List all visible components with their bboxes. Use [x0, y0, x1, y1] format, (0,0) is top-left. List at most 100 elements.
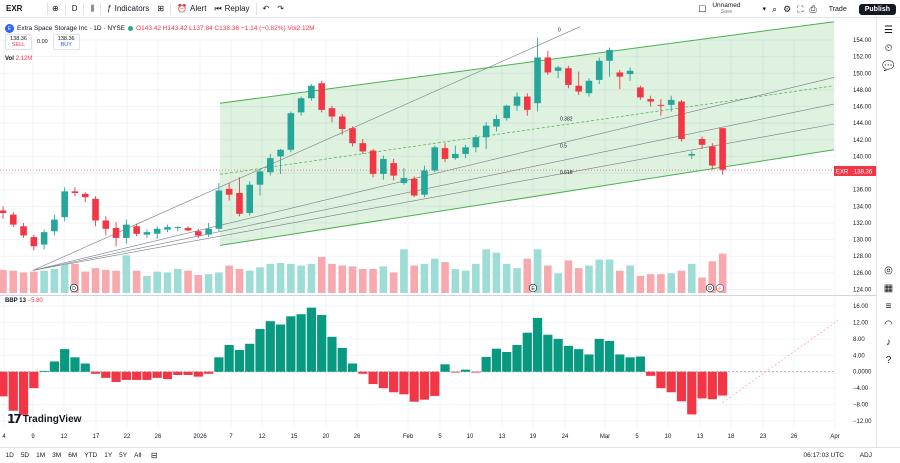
time-axis-label: 24 [562, 434, 569, 440]
volume-bar [71, 263, 79, 293]
replay-button[interactable]: ⏮ Replay [210, 0, 253, 18]
layout-checkbox-icon[interactable]: ☐ [698, 3, 707, 14]
broadcast-icon[interactable]: ◠ [884, 318, 893, 330]
fib-fan-line[interactable] [32, 103, 835, 271]
candle-body [184, 227, 192, 231]
bbp-bar [522, 332, 532, 372]
price-axis-label: 142.00 [853, 138, 872, 144]
candle-body [215, 190, 223, 229]
volume-bar [554, 273, 562, 293]
settings-gear-icon[interactable]: ⚙ [783, 3, 792, 14]
candle-body [246, 184, 254, 213]
volume-bar [225, 265, 233, 293]
layout-name[interactable]: Unnamed Save [712, 2, 740, 16]
price-axis-label: 150.00 [853, 71, 872, 77]
bbp-bar [8, 371, 18, 411]
range-button-5y[interactable]: 5Y [119, 452, 128, 459]
time-axis-label: 12 [259, 434, 266, 440]
symbol-title[interactable]: Extra Space Storage Inc · 1D · NYSE [17, 25, 126, 32]
alarm-icon: ⏰ [177, 4, 187, 13]
date-range-icon[interactable]: ⊟ [150, 451, 158, 460]
volume-bar [348, 266, 357, 293]
templates-button[interactable]: ⊞ [153, 0, 168, 18]
buy-price: 138.36 [57, 36, 75, 42]
range-button-all[interactable]: All [134, 452, 142, 459]
event-marker-icon[interactable] [69, 283, 79, 293]
candle-body [112, 227, 120, 238]
volume-bar [60, 264, 69, 293]
range-button-1m[interactable]: 1M [36, 452, 46, 459]
bbp-trendline[interactable] [722, 320, 839, 403]
bbp-axis[interactable]: 16.00 12.00 8.00 4.00 0.0000 −4.00 −8.00 −12.00 [853, 304, 872, 425]
clock[interactable]: 06:17:03 UTC [803, 452, 844, 459]
candle-body [441, 148, 449, 159]
target-icon[interactable]: ◎ [884, 264, 893, 276]
help-icon[interactable]: ? [885, 354, 892, 366]
time-axis[interactable]: 4 9 12 17 22 26 2026 7 12 15 20 26 Feb 5 10 13 19 24 Mar 5 1… [2, 434, 839, 440]
fullscreen-icon[interactable]: ⛶ [797, 3, 804, 14]
event-marker-icon[interactable] [715, 283, 725, 293]
sell-button[interactable]: 138.36 SELL [5, 34, 32, 50]
sell-label: SELL [11, 42, 26, 48]
replay-icon: ⏮ [214, 3, 222, 13]
price-axis[interactable]: 154.00 152.00 150.00 148.00 146.00 144.00 142.… [853, 38, 872, 294]
volume-bar [626, 265, 634, 293]
time-axis-label: 15 [291, 434, 298, 440]
adj-toggle[interactable]: ADJ [859, 452, 872, 459]
range-button-5d[interactable]: 5D [20, 452, 30, 459]
bbp-bar [389, 371, 399, 393]
volume-bar [667, 273, 675, 293]
fib-channel[interactable]: 0 0.382 0.5 0.618 [32, 21, 835, 271]
alert-button[interactable]: ⏰ Alert [173, 0, 210, 18]
symbol-search[interactable]: EXR [0, 2, 48, 15]
volume-bar [266, 263, 275, 293]
fib-fan-line[interactable] [32, 123, 835, 271]
range-button-1d[interactable]: 1D [5, 452, 14, 459]
news-icon[interactable]: ≡ [885, 300, 892, 312]
channel-lower-line[interactable] [219, 149, 835, 246]
candle-body [9, 214, 17, 225]
chart-type-button[interactable]: ⫼ [86, 0, 98, 18]
range-button-6m[interactable]: 6M [68, 452, 78, 459]
candle-body [51, 219, 58, 232]
fib-fan-line[interactable] [32, 77, 835, 271]
bbp-bar [132, 371, 142, 380]
camera-icon[interactable]: ⎙ [809, 3, 817, 14]
bbp-bar [152, 371, 162, 378]
layout-dropdown-icon[interactable]: ▾ [762, 6, 767, 13]
watchlist-icon[interactable]: ☰ [884, 24, 893, 36]
event-marker-icon[interactable] [528, 283, 538, 293]
range-button-1y[interactable]: 1Y [104, 452, 113, 459]
volume-legend[interactable]: Vol 2.12M [5, 56, 32, 62]
candle-body [0, 210, 7, 213]
ohlc-volume: Vol2.12M [287, 25, 315, 32]
bbp-legend[interactable]: BBP 13 −5.80 [5, 298, 43, 304]
publish-button[interactable]: Publish [858, 3, 896, 15]
tradingview-logo[interactable]: 𝟭𝟳 TradingView [7, 412, 81, 426]
volume-bar [276, 263, 285, 293]
interval-button[interactable]: D [71, 4, 78, 13]
trade-button[interactable]: Trade [828, 5, 847, 13]
time-axis-label: 5 [635, 434, 639, 440]
buy-button[interactable]: 138.36 BUY [52, 34, 80, 50]
candle-body [585, 80, 593, 94]
quick-search-icon[interactable]: ⌕ [772, 3, 778, 14]
undo-button[interactable]: ↶ [259, 0, 274, 18]
calendar-icon[interactable]: ▦ [883, 282, 894, 294]
notification-bell-icon[interactable]: ♪ [886, 336, 891, 348]
indicators-button[interactable]: ƒ Indicators [103, 0, 153, 18]
redo-button[interactable]: ↷ [273, 0, 288, 18]
chat-icon[interactable]: 💬 [882, 60, 895, 72]
range-button-3m[interactable]: 3M [52, 452, 62, 459]
event-marker-icon[interactable] [705, 283, 715, 293]
bbp-bar [491, 348, 502, 372]
alerts-clock-icon[interactable]: ⏲ [884, 42, 893, 54]
volume-bars [0, 249, 727, 293]
bbp-bar [471, 371, 481, 373]
add-symbol-button[interactable]: ⊕ [48, 0, 63, 18]
range-button-ytd[interactable]: YTD [84, 452, 98, 459]
candle-body [287, 113, 295, 150]
bbp-bar [327, 336, 337, 372]
volume-bar [420, 263, 429, 293]
